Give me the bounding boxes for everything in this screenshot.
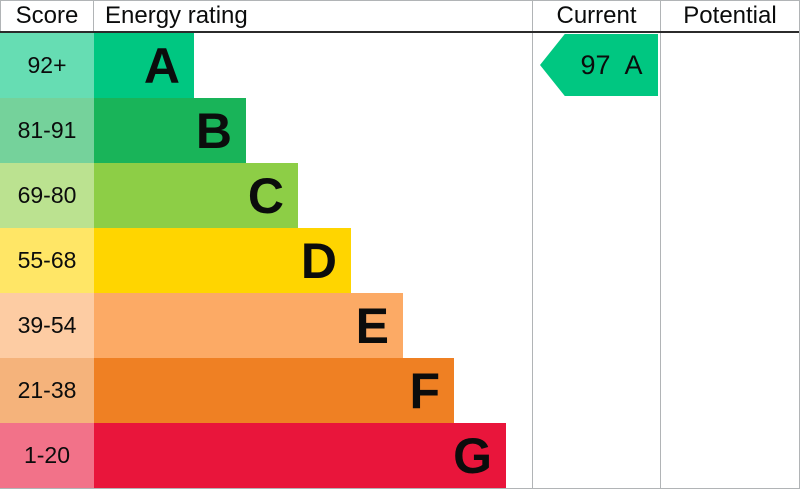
- band-letter-f: F: [409, 362, 440, 419]
- band-row-g: 1-20 G: [0, 423, 799, 488]
- band-row-f: 21-38 F: [0, 358, 799, 423]
- rating-bar-b: B: [94, 98, 246, 163]
- score-range-c: 69-80: [0, 163, 94, 228]
- band-letter-b: B: [195, 102, 232, 159]
- band-row-d: 55-68 D: [0, 228, 799, 293]
- header-potential: Potential: [683, 2, 777, 29]
- band-letter-g: G: [453, 427, 492, 484]
- score-range-e: 39-54: [0, 293, 94, 358]
- band-row-b: 81-91 B: [0, 98, 799, 163]
- current-rating-band: A: [624, 49, 643, 80]
- chart-body: 92+ A 81-91 B 69-80 C 55-68 D 39-54: [0, 33, 799, 488]
- header-energy-rating: Energy rating: [94, 1, 533, 31]
- band-letter-d: D: [300, 232, 337, 289]
- chart-header-row: Score Energy rating Current Potential: [0, 0, 799, 33]
- potential-column-divider: [660, 33, 661, 488]
- band-row-e: 39-54 E: [0, 293, 799, 358]
- current-rating-value: 97: [580, 49, 611, 80]
- rating-bar-g: G: [94, 423, 506, 488]
- score-range-g: 1-20: [0, 423, 94, 488]
- score-range-b: 81-91: [0, 98, 94, 163]
- header-score: Score: [0, 1, 94, 31]
- rating-bar-e: E: [94, 293, 403, 358]
- score-range-f: 21-38: [0, 358, 94, 423]
- band-letter-e: E: [355, 297, 389, 354]
- current-rating-arrow: 97 A: [540, 34, 658, 96]
- band-letter-a: A: [143, 37, 180, 94]
- current-column-divider: [532, 33, 533, 488]
- band-letter-c: C: [247, 167, 284, 224]
- header-current: Current: [533, 1, 661, 31]
- rating-bar-d: D: [94, 228, 351, 293]
- band-row-a: 92+ A: [0, 33, 799, 98]
- rating-bar-c: C: [94, 163, 298, 228]
- rating-bar-a: A: [94, 33, 194, 98]
- rating-bar-f: F: [94, 358, 454, 423]
- score-range-a: 92+: [0, 33, 94, 98]
- band-row-c: 69-80 C: [0, 163, 799, 228]
- score-range-d: 55-68: [0, 228, 94, 293]
